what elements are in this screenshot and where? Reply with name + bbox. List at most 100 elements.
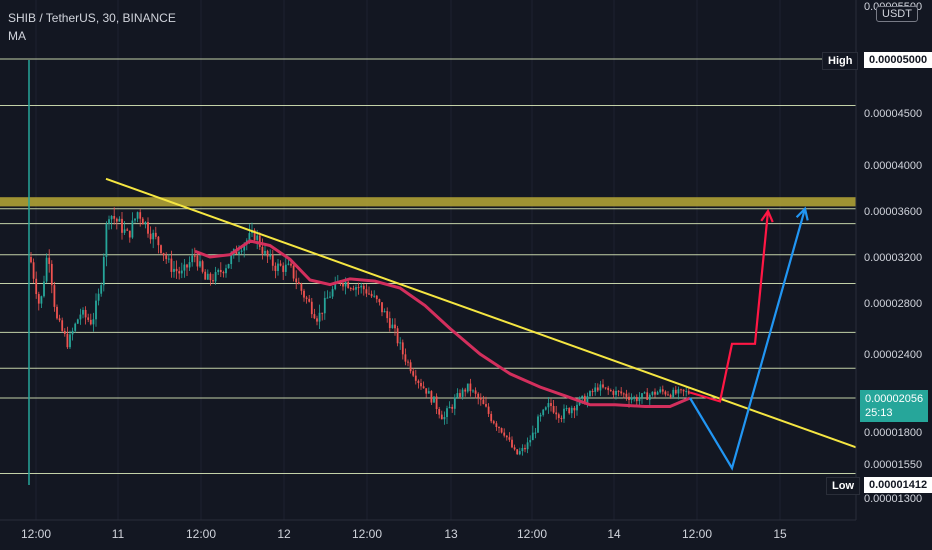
candle-body xyxy=(186,264,188,268)
candle-body xyxy=(258,235,261,247)
candle-body xyxy=(204,271,207,280)
candle-body xyxy=(427,391,430,394)
high-value-badge: 0.00005000 xyxy=(864,52,932,68)
candle-body xyxy=(89,319,92,325)
candle-body xyxy=(581,395,584,398)
candle-body xyxy=(63,330,66,334)
candle-body xyxy=(131,220,134,238)
candle-body xyxy=(433,396,435,403)
candle-body xyxy=(560,417,563,419)
symbol-title: SHIB / TetherUS, 30, BINANCE xyxy=(8,11,176,25)
candle-body xyxy=(69,334,71,348)
candle-body xyxy=(271,254,274,266)
candle-body xyxy=(641,393,643,398)
candle-body xyxy=(352,288,355,290)
trendline[interactable] xyxy=(105,177,857,449)
candle-body xyxy=(326,297,329,299)
candle-body xyxy=(43,281,45,297)
candle-body xyxy=(178,271,181,274)
candle-body xyxy=(362,285,365,290)
candle-body xyxy=(518,451,521,455)
moving-average-line xyxy=(194,239,691,408)
price-tick-label: 0.00001800 xyxy=(864,427,922,439)
candle-body xyxy=(607,387,610,391)
price-tick-label: 0.00003600 xyxy=(864,206,922,218)
price-tick-label: 0.00001300 xyxy=(864,493,922,505)
blue-arrowhead xyxy=(795,206,809,221)
candle-body xyxy=(165,255,168,260)
candle-body xyxy=(61,320,64,331)
candle-body xyxy=(508,437,511,440)
last-price-value: 0.00002056 xyxy=(865,393,924,405)
candle-body xyxy=(105,223,108,257)
candle-body xyxy=(602,384,604,388)
candle-body xyxy=(680,389,682,391)
candle-body xyxy=(495,423,498,428)
candle-body xyxy=(115,218,118,222)
price-axis[interactable]: 0.000055000.000045000.000040000.00003600… xyxy=(864,1,922,505)
candle-body xyxy=(412,371,415,376)
resistance-zone xyxy=(0,197,856,207)
candle-body xyxy=(420,382,422,387)
candle-body xyxy=(487,406,490,414)
candle-body xyxy=(175,268,178,272)
horizontal-levels[interactable] xyxy=(0,58,856,475)
candle-body xyxy=(147,222,149,234)
candle-body xyxy=(368,293,370,295)
time-axis[interactable]: 12:00 11 12:00 12 12:00 13 12:00 14 12:00 15 xyxy=(21,527,787,541)
candle-body xyxy=(97,293,100,301)
candle-body xyxy=(399,342,402,344)
candle-body xyxy=(461,389,464,397)
candle-body xyxy=(661,389,664,392)
candle-body xyxy=(214,272,217,282)
candle-body xyxy=(37,294,40,304)
blue-projection-arrow[interactable] xyxy=(689,208,807,471)
candle-body xyxy=(310,301,313,315)
candle-body xyxy=(490,413,493,422)
candle-body xyxy=(76,319,79,324)
candle-body xyxy=(459,393,461,397)
candle-body xyxy=(594,387,597,392)
red-projection-arrow[interactable] xyxy=(689,210,770,403)
time-tick-label: 12:00 xyxy=(682,527,712,541)
candle-body xyxy=(225,268,227,274)
candle-body xyxy=(84,309,87,318)
candle-body xyxy=(193,255,196,257)
candle-body xyxy=(303,290,305,298)
indicator-label-ma[interactable]: MA xyxy=(8,29,26,43)
candle-body xyxy=(323,297,326,314)
candle-body xyxy=(274,265,277,271)
candle-body xyxy=(167,258,170,260)
candle-body xyxy=(188,262,191,268)
time-tick-label: 12:00 xyxy=(352,527,382,541)
candle-body xyxy=(253,230,256,240)
candle-body xyxy=(162,253,165,256)
candle-body xyxy=(576,404,578,411)
candle-body xyxy=(269,254,272,257)
arrowheads xyxy=(760,206,809,223)
candle-body xyxy=(648,394,651,400)
candle-body xyxy=(110,215,113,220)
candle-body xyxy=(375,295,378,300)
candle-body xyxy=(344,281,347,287)
candle-body xyxy=(453,397,456,409)
candle-body xyxy=(656,392,659,395)
price-tick-label: 0.00002400 xyxy=(864,349,922,361)
candle-body xyxy=(386,311,389,319)
candle-body xyxy=(687,391,690,394)
candle-body xyxy=(154,232,157,237)
candle-body xyxy=(134,218,136,221)
candle-body xyxy=(365,289,368,294)
currency-button[interactable]: USDT xyxy=(876,6,918,22)
candle-body xyxy=(157,236,160,246)
price-tick-label: 0.00004000 xyxy=(864,160,922,172)
candle-body xyxy=(35,278,38,295)
candle-body xyxy=(56,306,58,319)
candle-body xyxy=(646,392,649,400)
candle-body xyxy=(394,324,396,329)
candle-body xyxy=(635,397,638,402)
candle-body xyxy=(547,403,550,408)
candle-body xyxy=(628,396,630,400)
high-label-badge: High xyxy=(822,52,859,70)
